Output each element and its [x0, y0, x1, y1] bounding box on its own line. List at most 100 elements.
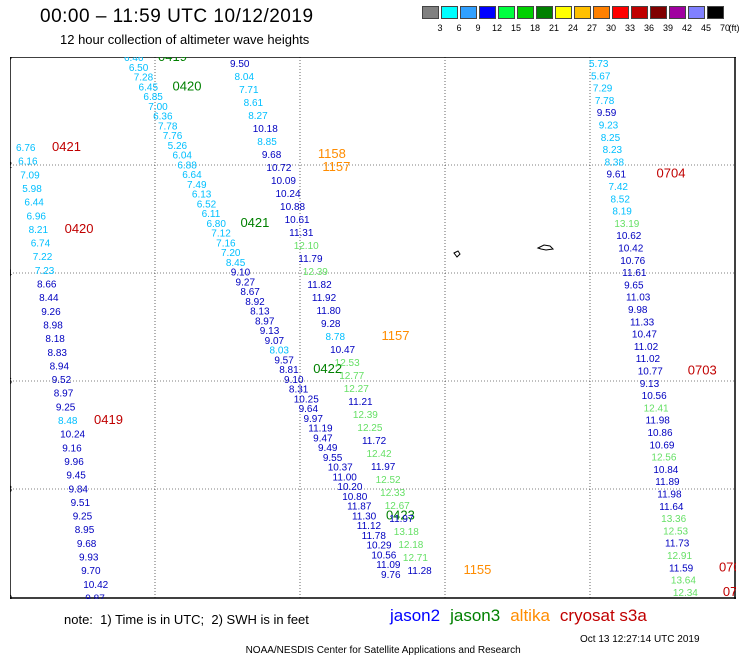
wave-height-value: 12.10 — [294, 241, 319, 252]
wave-height-value: 11.64 — [659, 502, 684, 513]
footer-source: NOAA/NESDIS Center for Satellite Applica… — [245, 645, 521, 656]
scale-label: 45 — [700, 23, 711, 33]
wave-height-value: 11.97 — [371, 462, 396, 473]
scale-swatch — [688, 6, 705, 19]
scale-swatch — [479, 6, 496, 19]
pass-time-label: 1157 — [382, 328, 410, 343]
wave-height-value: 8.45 — [226, 258, 246, 269]
wave-height-value: 12.42 — [367, 449, 392, 460]
scale-swatch — [669, 6, 686, 19]
wave-height-value: 12.27 — [344, 384, 369, 395]
wave-height-value: 5.73 — [589, 59, 609, 70]
satellite-legend: jason2 jason3 altika cryosat s3a — [390, 606, 657, 626]
wave-height-value: 7.42 — [609, 182, 629, 193]
wave-height-value: 12.53 — [335, 358, 360, 369]
wave-height-value: 11.09 — [376, 560, 401, 571]
wave-height-value: 12.25 — [357, 423, 382, 434]
wave-height-value: 9.26 — [41, 307, 61, 318]
wave-height-value: 12.56 — [651, 453, 676, 464]
wave-height-value: 8.52 — [610, 194, 630, 205]
wave-height-value: 10.72 — [266, 163, 291, 174]
latitude-label: 32 — [10, 160, 12, 170]
wave-height-value: 6.50 — [129, 63, 149, 74]
pass-time-label: 1155 — [463, 562, 491, 577]
wave-height-value: 7.29 — [593, 84, 613, 95]
wave-height-value: 8.03 — [270, 346, 290, 357]
wave-height-value: 6.04 — [173, 151, 193, 162]
wave-height-value: 11.72 — [362, 436, 387, 447]
wave-height-value: 12.34 — [673, 588, 698, 599]
wave-height-value: 5.98 — [22, 184, 42, 195]
wave-height-value: 11.82 — [307, 280, 332, 291]
wave-height-value: 13.19 — [614, 219, 639, 230]
scale-swatch — [593, 6, 610, 19]
wave-height-value: 12.39 — [303, 267, 328, 278]
pass-time-label: 0419 — [158, 57, 187, 64]
wave-height-value: 11.33 — [630, 317, 655, 328]
wave-height-value: 6.76 — [16, 143, 36, 154]
wave-height-value: 10.77 — [638, 367, 663, 378]
wave-height-value: 9.52 — [52, 375, 72, 386]
wave-height-value: 6.88 — [177, 160, 197, 171]
wave-height-value: 9.16 — [62, 443, 82, 454]
wave-height-value: 10.09 — [271, 176, 296, 187]
wave-height-value: 11.02 — [634, 342, 659, 353]
wave-height-value: 8.98 — [43, 320, 63, 331]
wave-height-value: 10.88 — [280, 202, 305, 213]
wave-height-value: 7.78 — [158, 121, 178, 132]
scale-label: 39 — [662, 23, 673, 33]
wave-height-value: 9.25 — [56, 402, 76, 413]
wave-height-value: 9.84 — [69, 484, 89, 495]
wave-height-value: 10.76 — [620, 256, 645, 267]
pass-time-label: 0419 — [94, 412, 123, 427]
scale-unit-label: (ft) — [728, 23, 740, 33]
wave-height-value: 9.93 — [79, 553, 99, 564]
wave-height-value: 11.89 — [655, 477, 680, 488]
wave-height-value: 8.48 — [58, 416, 78, 427]
wave-height-value: 8.27 — [248, 111, 268, 122]
wave-height-value: 8.25 — [601, 133, 621, 144]
coastline — [453, 244, 555, 258]
wave-height-value: 9.49 — [318, 443, 338, 454]
scale-label: 42 — [681, 23, 692, 33]
wave-height-value: 12.53 — [663, 526, 688, 537]
wave-height-value: 9.57 — [274, 355, 294, 366]
wave-height-value: 9.68 — [77, 539, 97, 550]
wave-height-value: 7.28 — [134, 73, 154, 84]
scale-swatch — [498, 6, 515, 19]
wave-height-value: 8.78 — [326, 332, 346, 343]
wave-height-value: 12.71 — [403, 553, 428, 564]
map-grid: 303234363840-90-87-84-81-78-75 — [10, 57, 736, 599]
scale-swatch — [422, 6, 439, 19]
scale-swatch — [707, 6, 724, 19]
wave-height-value: 8.97 — [255, 316, 275, 327]
wave-height-value: 6.46 — [124, 57, 144, 64]
wave-height-value: 8.31 — [289, 385, 309, 396]
pass-time-label: 0421 — [240, 215, 269, 230]
wave-height-value: 10.42 — [83, 580, 108, 591]
page-title: 00:00 – 11:59 UTC 10/12/2019 — [40, 6, 314, 27]
latitude-label: 38 — [10, 484, 12, 494]
wave-height-value: 8.13 — [250, 307, 270, 318]
wave-height-value: 9.68 — [262, 150, 282, 161]
wave-height-value: 12.41 — [644, 403, 669, 414]
scale-label: 36 — [643, 23, 654, 33]
wave-height-value: 6.44 — [24, 198, 44, 209]
wave-height-value: 10.62 — [616, 231, 641, 242]
scale-label: 24 — [567, 23, 578, 33]
scale-label: 9 — [475, 23, 481, 33]
scale-swatch — [612, 6, 629, 19]
wave-height-value: 8.81 — [279, 365, 299, 376]
scale-swatch — [650, 6, 667, 19]
wave-height-value: 8.38 — [605, 157, 625, 168]
scale-label: 30 — [605, 23, 616, 33]
scale-label: 18 — [529, 23, 540, 33]
wave-height-value: 11.00 — [333, 472, 358, 483]
wave-height-value: 11.92 — [312, 293, 337, 304]
scale-label: 70 — [719, 23, 730, 33]
wave-height-value: 11.31 — [289, 228, 314, 239]
wave-height-value: 7.76 — [163, 131, 183, 142]
wave-height-value: 6.11 — [202, 209, 221, 220]
wave-height-value: 11.87 — [347, 502, 372, 513]
wave-height-value: 9.70 — [81, 566, 101, 577]
